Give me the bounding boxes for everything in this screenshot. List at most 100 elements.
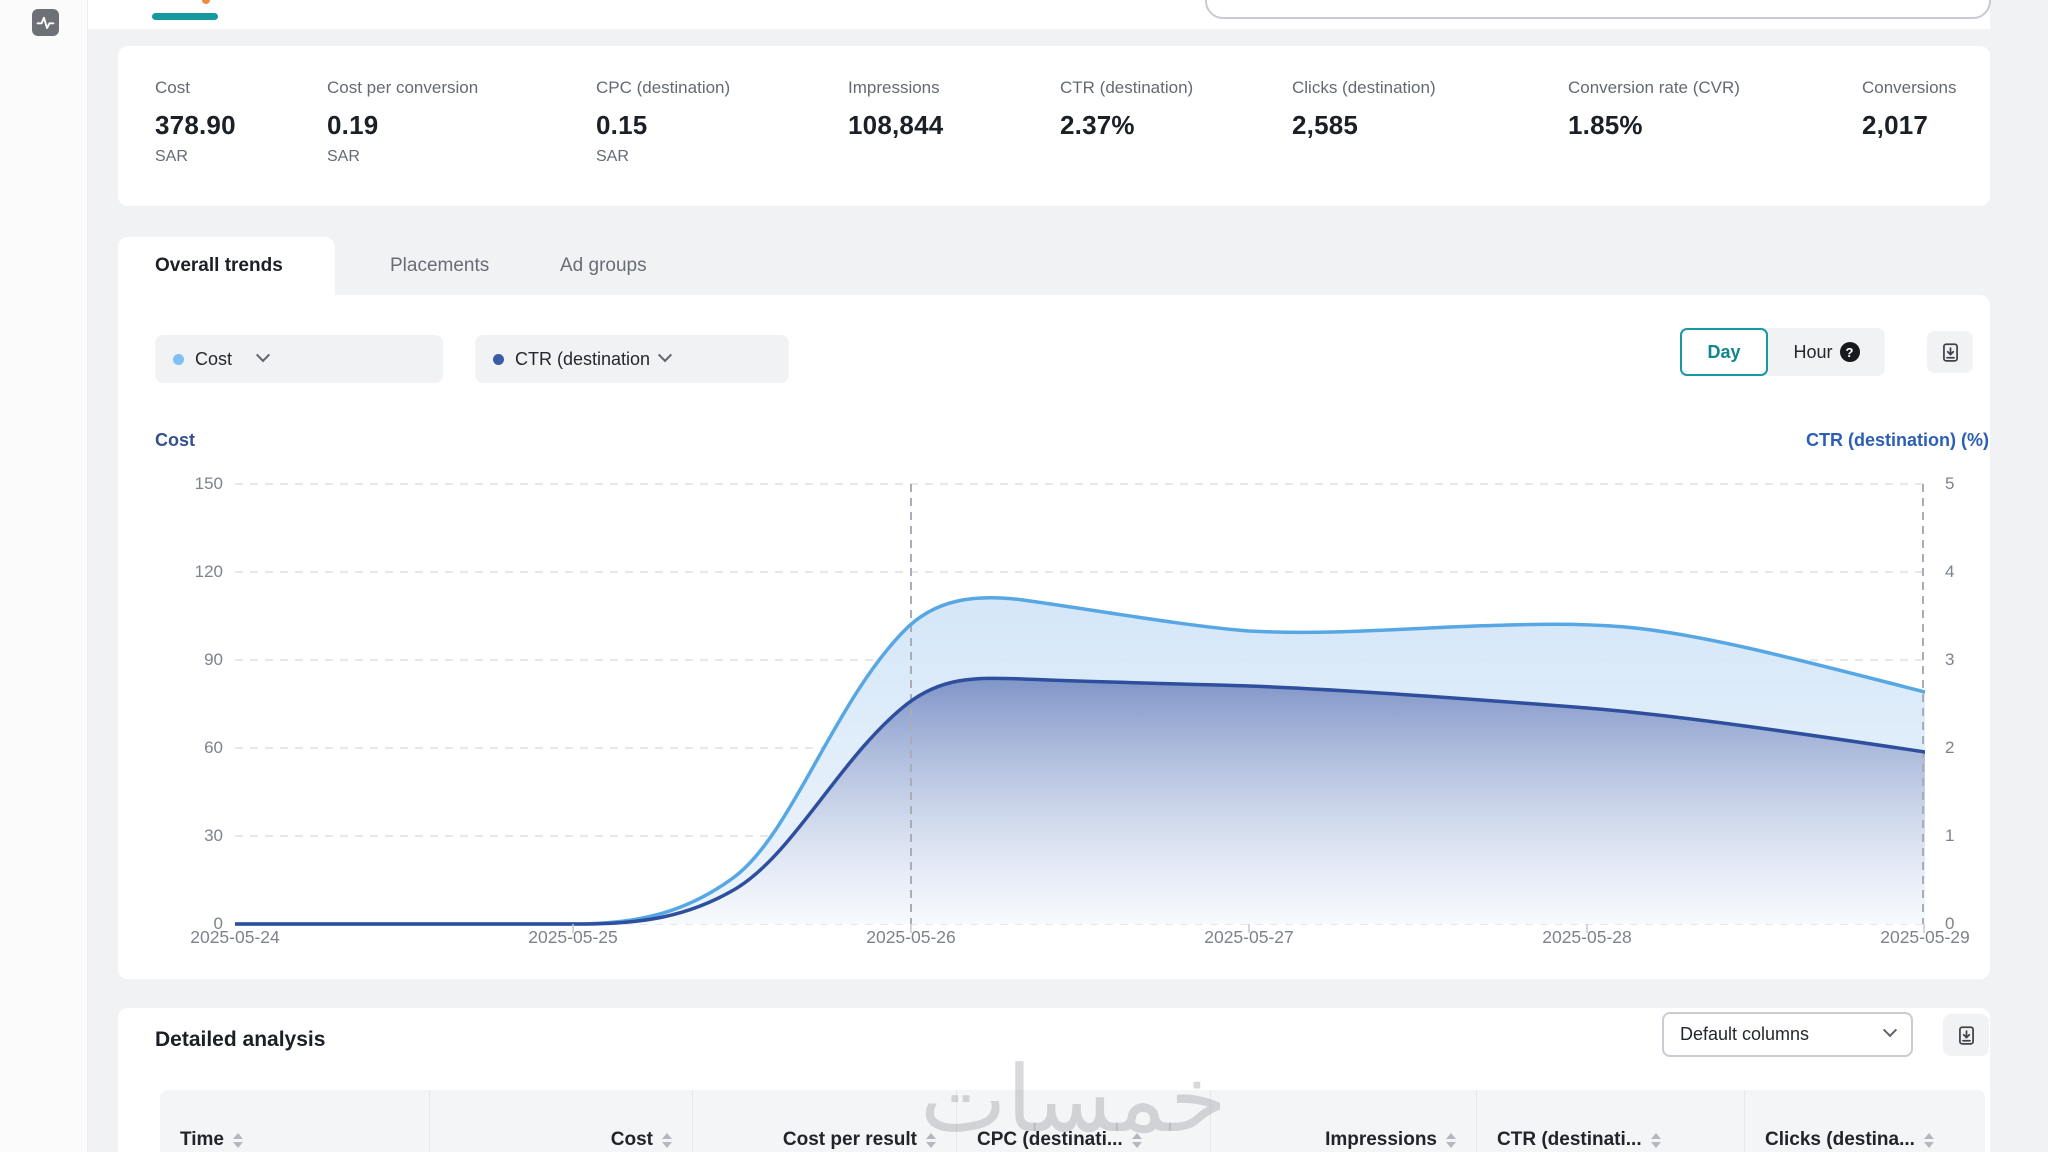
column-label: CTR (destinati...: [1497, 1129, 1642, 1150]
day-toggle-button[interactable]: Day: [1680, 328, 1768, 376]
cost-series-dot: [173, 353, 184, 365]
overall-trends-panel: Cost CTR (destination Day Hour ? Cost: [118, 295, 1990, 979]
x-axis-label: 2025-05-27: [1204, 927, 1294, 947]
chevron-down-icon: [1882, 1023, 1898, 1038]
metric-unit: [848, 148, 943, 166]
tab-ad-groups[interactable]: Ad groups: [560, 255, 647, 276]
metric-value: 2,017: [1862, 110, 1929, 140]
search-input[interactable]: [1205, 0, 1991, 19]
metric-selector-label: CTR (destination: [515, 348, 651, 369]
trends-tab-bar: Overall trends Placements Ad groups: [118, 237, 1990, 295]
metric-label: Impressions: [848, 78, 940, 97]
metric-conversions: Conversions 2,017: [1862, 78, 1957, 166]
right-axis-tick: 0: [1945, 914, 1955, 933]
left-axis-tick: 30: [204, 826, 223, 845]
column-label: Cost: [610, 1129, 653, 1150]
right-axis-tick: 4: [1945, 562, 1955, 581]
metric-label: Conversions: [1862, 78, 1957, 97]
tab-overall-trends[interactable]: Overall trends: [118, 237, 335, 295]
metric-label: Cost per conversion: [327, 78, 479, 97]
metric-cost-per-conversion: Cost per conversion 0.19 SAR: [327, 78, 478, 166]
metric-unit: [1060, 148, 1193, 166]
metric-impressions: Impressions 108,844: [848, 78, 943, 166]
right-axis-title: CTR (destination) (%): [1806, 430, 1989, 450]
column-header-time[interactable]: Time: [160, 1090, 430, 1152]
tab-placements[interactable]: Placements: [390, 255, 490, 276]
x-axis-ticks: [572, 924, 1925, 933]
active-nav-tab-indicator: [152, 13, 218, 20]
detailed-analysis-title: Detailed analysis: [155, 1028, 326, 1051]
hour-toggle-label: Hour: [1793, 341, 1833, 362]
left-axis-tick: 0: [213, 914, 223, 933]
sort-icon[interactable]: [1650, 1132, 1661, 1148]
left-sidebar: [0, 0, 88, 1152]
metric-selector-label: Cost: [195, 348, 233, 369]
vertical-marker-lines: [910, 484, 1924, 924]
metric-selector-ctr[interactable]: CTR (destination: [475, 335, 789, 383]
column-label: Time: [180, 1129, 225, 1150]
chart-download-button[interactable]: [1927, 331, 1973, 373]
metric-value: 1.85%: [1568, 110, 1643, 140]
column-label: Cost per result: [782, 1129, 917, 1150]
ctr-line: [235, 676, 1925, 926]
right-axis-tick: 5: [1945, 474, 1955, 493]
metric-unit: [1568, 148, 1740, 166]
right-axis-tick: 1: [1945, 826, 1955, 845]
column-header-clicks-destination[interactable]: Clicks (destina...: [1745, 1090, 1985, 1152]
metric-value: 0.19: [327, 110, 379, 140]
metric-unit: [1862, 148, 1957, 166]
metric-value: 108,844: [848, 110, 944, 140]
granularity-toggle: Day Hour ?: [1680, 328, 1885, 376]
metric-clicks-destination: Clicks (destination) 2,585: [1292, 78, 1436, 166]
sort-icon[interactable]: [1923, 1132, 1934, 1148]
sort-icon[interactable]: [1131, 1132, 1142, 1148]
columns-dropdown[interactable]: Default columns: [1662, 1012, 1913, 1057]
download-file-icon: [1942, 342, 1958, 362]
detailed-analysis-card: Detailed analysis Default columns Time C…: [118, 1008, 1990, 1152]
metric-conversion-rate: Conversion rate (CVR) 1.85%: [1568, 78, 1740, 166]
column-label: CPC (destinati...: [977, 1129, 1123, 1150]
column-header-impressions[interactable]: Impressions: [1211, 1090, 1477, 1152]
ctr-area: [235, 678, 1925, 924]
metric-label: CTR (destination): [1060, 78, 1194, 97]
top-navigation-bar: [88, 0, 1991, 29]
ctr-series-dot: [493, 353, 504, 365]
column-label: Impressions: [1325, 1129, 1437, 1150]
sort-icon[interactable]: [662, 1132, 672, 1148]
column-header-cost[interactable]: Cost: [430, 1090, 693, 1152]
right-axis-tick: 3: [1945, 650, 1955, 669]
metric-label: CPC (destination): [596, 78, 731, 97]
metric-label: Conversion rate (CVR): [1568, 78, 1740, 97]
sort-icon[interactable]: [926, 1132, 936, 1148]
cost-line: [235, 595, 1925, 926]
notification-dot: [202, 0, 210, 4]
metric-value: 378.90: [155, 110, 236, 140]
analytics-activity-icon[interactable]: [32, 9, 59, 36]
x-axis-label: 2025-05-25: [528, 927, 618, 947]
column-header-ctr-destination[interactable]: CTR (destinati...: [1477, 1090, 1745, 1152]
download-file-icon: [1958, 1025, 1974, 1045]
hour-toggle-button[interactable]: Hour ?: [1768, 328, 1885, 376]
chevron-down-icon: [657, 347, 673, 362]
column-header-cost-per-result[interactable]: Cost per result: [693, 1090, 957, 1152]
metric-unit: SAR: [596, 148, 629, 165]
left-axis-title: Cost: [155, 430, 195, 450]
column-header-cpc-destination[interactable]: CPC (destinati...: [957, 1090, 1211, 1152]
right-axis-tick: 2: [1945, 738, 1955, 757]
metric-value: 2.37%: [1060, 110, 1135, 140]
metric-ctr-destination: CTR (destination) 2.37%: [1060, 78, 1193, 166]
columns-dropdown-value: Default columns: [1680, 1024, 1810, 1044]
table-download-button[interactable]: [1943, 1014, 1989, 1056]
metric-selector-cost[interactable]: Cost: [155, 335, 443, 383]
metric-value: 2,585: [1292, 110, 1359, 140]
left-axis-tick: 120: [194, 562, 223, 581]
x-axis-label: 2025-05-28: [1542, 927, 1632, 947]
sort-icon[interactable]: [1446, 1132, 1456, 1148]
metric-label: Clicks (destination): [1292, 78, 1436, 97]
trend-line-chart[interactable]: [235, 474, 1925, 934]
sort-icon[interactable]: [233, 1132, 244, 1148]
pulse-icon: [36, 16, 55, 29]
metric-unit: [1292, 148, 1436, 166]
detailed-analysis-table: Time Cost Cost per result CPC (destinati…: [160, 1090, 1985, 1152]
